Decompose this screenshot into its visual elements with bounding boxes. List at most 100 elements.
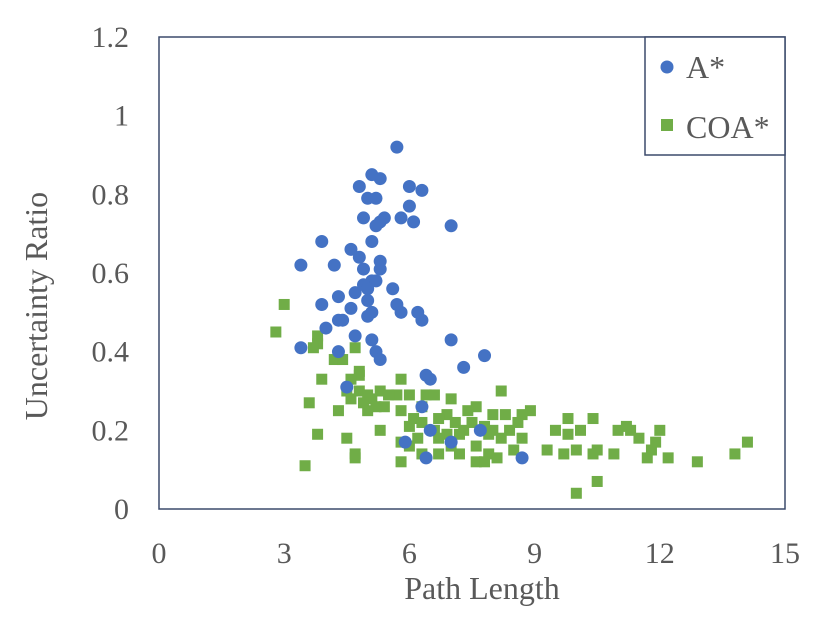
legend-marker-a-star <box>660 60 674 74</box>
coa-star-point <box>362 405 374 417</box>
y-tick-label: 0.4 <box>92 336 130 369</box>
a-star-point <box>407 215 421 229</box>
coa-star-point <box>416 416 428 428</box>
coa-star-point <box>662 452 674 464</box>
a-star-point <box>315 297 329 311</box>
legend-box <box>644 36 786 156</box>
coa-star-point <box>395 456 407 468</box>
a-star-point <box>515 451 529 465</box>
coa-star-point <box>378 401 390 413</box>
a-star-point <box>369 191 383 205</box>
coa-star-point <box>483 428 495 440</box>
coa-star-point <box>453 448 465 460</box>
a-star-point <box>373 262 387 276</box>
a-star-point <box>365 333 379 347</box>
coa-star-point <box>353 369 365 381</box>
coa-star-point <box>403 389 415 401</box>
coa-star-point <box>516 409 528 421</box>
coa-star-point <box>620 420 632 432</box>
coa-star-point <box>729 448 741 460</box>
a-star-point <box>423 423 437 437</box>
a-star-point <box>444 333 458 347</box>
coa-star-point <box>741 436 753 448</box>
coa-star-point <box>433 432 445 444</box>
coa-star-point <box>691 456 703 468</box>
coa-star-point <box>524 405 536 417</box>
coa-star-point <box>466 416 478 428</box>
a-star-point <box>457 360 471 374</box>
a-star-point <box>327 258 341 272</box>
a-star-point <box>369 219 383 233</box>
a-star-point <box>294 258 308 272</box>
coa-star-point <box>575 424 587 436</box>
a-star-point <box>315 235 329 249</box>
coa-star-point <box>504 424 516 436</box>
a-star-point <box>319 321 333 335</box>
coa-star-point <box>357 397 369 409</box>
a-star-point <box>402 199 416 213</box>
coa-star-point <box>453 428 465 440</box>
x-tick-label: 9 <box>527 537 542 570</box>
a-star-point <box>415 183 429 197</box>
coa-star-point <box>420 389 432 401</box>
legend-marker-coa-star <box>661 119 673 131</box>
coa-star-point <box>645 444 657 456</box>
a-star-point <box>361 294 375 308</box>
x-tick-labels: 0 3 6 9 12 15 <box>152 537 801 570</box>
a-star-point <box>373 353 387 367</box>
x-axis-title: Path Length <box>404 570 560 606</box>
a-star-point <box>394 305 408 319</box>
coa-star-point <box>499 409 511 421</box>
coa-star-point <box>641 452 653 464</box>
coa-star-point <box>349 342 361 354</box>
legend-label-coa-star: COA* <box>686 109 770 145</box>
a-star-point <box>331 345 345 359</box>
a-star-point <box>390 140 404 154</box>
coa-star-point <box>587 448 599 460</box>
coa-star-point <box>299 460 311 472</box>
a-star-point <box>423 372 437 386</box>
a-star-point <box>473 423 487 437</box>
coa-star-point <box>307 342 319 354</box>
coa-star-point <box>391 389 403 401</box>
x-tick-label: 0 <box>152 537 167 570</box>
a-star-point <box>444 219 458 233</box>
a-star-point <box>361 282 375 296</box>
y-tick-labels: 0 0.2 0.4 0.6 0.8 1 1.2 <box>92 21 130 526</box>
a-star-point <box>386 282 400 296</box>
x-tick-label: 15 <box>770 537 800 570</box>
coa-star-point <box>433 448 445 460</box>
a-star-point <box>398 435 412 449</box>
a-star-point <box>373 172 387 186</box>
y-tick-label: 1 <box>114 100 129 133</box>
x-tick-label: 3 <box>277 537 292 570</box>
a-star-point <box>340 380 354 394</box>
coa-star-point <box>487 409 499 421</box>
y-axis-title: Uncertainty Ratio <box>18 192 54 420</box>
coa-star-point <box>341 432 353 444</box>
coa-star-point <box>383 389 395 401</box>
coa-star-point <box>445 393 457 405</box>
a-star-point <box>356 262 370 276</box>
a-star-point <box>352 179 366 193</box>
a-star-point <box>415 400 429 414</box>
coa-star-point <box>370 401 382 413</box>
a-star-point <box>394 211 408 225</box>
coa-star-point <box>470 401 482 413</box>
coa-star-point <box>462 405 474 417</box>
coa-star-point <box>441 428 453 440</box>
coa-star-point <box>633 432 645 444</box>
coa-star-point <box>316 373 328 385</box>
coa-star-point <box>428 389 440 401</box>
a-star-point <box>369 274 383 288</box>
x-tick-label: 12 <box>645 537 675 570</box>
coa-star-point <box>508 444 520 456</box>
coa-star-point <box>433 413 445 425</box>
coa-star-point <box>591 475 603 487</box>
coa-star-point <box>412 432 424 444</box>
coa-star-point <box>353 385 365 397</box>
coa-star-point <box>328 354 340 366</box>
coa-star-point <box>570 444 582 456</box>
coa-star-point <box>483 448 495 460</box>
